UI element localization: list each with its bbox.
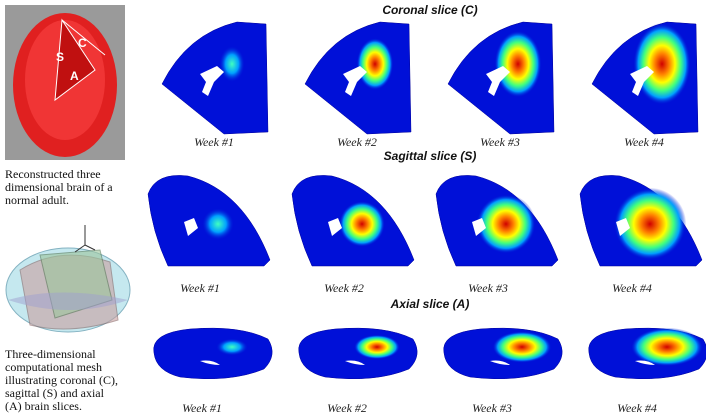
- heat-blob: [219, 45, 245, 82]
- caption-line: (A) brain slices.: [5, 399, 82, 413]
- caption-line: illustrating coronal (C),: [5, 373, 118, 387]
- week-label: Week #1: [194, 135, 234, 149]
- row-title: Coronal slice (C): [382, 3, 477, 17]
- caption-line: computational mesh: [5, 360, 102, 374]
- heat-blob: [492, 331, 551, 363]
- slices: Coronal slice (C) Week #1 Week #2 Week #3 We…: [148, 3, 706, 415]
- caption-line: Three-dimensional: [5, 347, 96, 361]
- week-label: Week #2: [324, 281, 364, 295]
- slice-image: [592, 22, 698, 134]
- week-label: Week #4: [612, 281, 652, 295]
- week-label: Week #1: [180, 281, 220, 295]
- heat-blob: [354, 335, 400, 360]
- heat-blob: [494, 30, 542, 97]
- heat-blob: [339, 201, 385, 247]
- caption-line: normal adult.: [5, 193, 69, 207]
- heat-blob: [216, 338, 249, 356]
- slice-image: [444, 328, 563, 379]
- week-label: Week #4: [617, 401, 657, 415]
- week-label: Week #2: [327, 401, 367, 415]
- week-label: Week #3: [472, 401, 512, 415]
- caption-line: sagittal (S) and axial: [5, 386, 105, 400]
- week-label: Week #3: [468, 281, 508, 295]
- head-label: S: [56, 50, 64, 64]
- week-label: Week #3: [480, 135, 520, 149]
- slice-image: [589, 328, 706, 379]
- heat-blob: [357, 38, 394, 90]
- heat-blob: [633, 23, 691, 105]
- slice-image: [154, 328, 273, 379]
- head-label: C: [78, 36, 87, 50]
- mesh-image: [6, 225, 130, 332]
- slice-image: [580, 175, 702, 266]
- week-label: Week #1: [182, 401, 222, 415]
- heat-blob: [202, 208, 235, 241]
- slice-image: [292, 175, 414, 266]
- caption-line: Reconstructed three: [5, 167, 101, 181]
- row-title: Axial slice (A): [390, 297, 470, 311]
- slice-image: [436, 175, 558, 266]
- head-label: A: [70, 69, 79, 83]
- slice-image: [305, 22, 411, 134]
- caption-line: dimensional brain of a: [5, 180, 113, 194]
- slice-shape: [154, 328, 273, 379]
- heat-blob: [476, 194, 535, 253]
- slice-image: [162, 22, 268, 134]
- figure: S C A Reconstructed threedimensional bra…: [0, 0, 706, 420]
- row-title: Sagittal slice (S): [384, 149, 477, 163]
- week-label: Week #4: [624, 135, 664, 149]
- head-image: S C A: [5, 5, 125, 160]
- slice-image: [299, 328, 418, 379]
- slice-image: [148, 175, 270, 266]
- slice-image: [448, 22, 554, 134]
- week-label: Week #2: [337, 135, 377, 149]
